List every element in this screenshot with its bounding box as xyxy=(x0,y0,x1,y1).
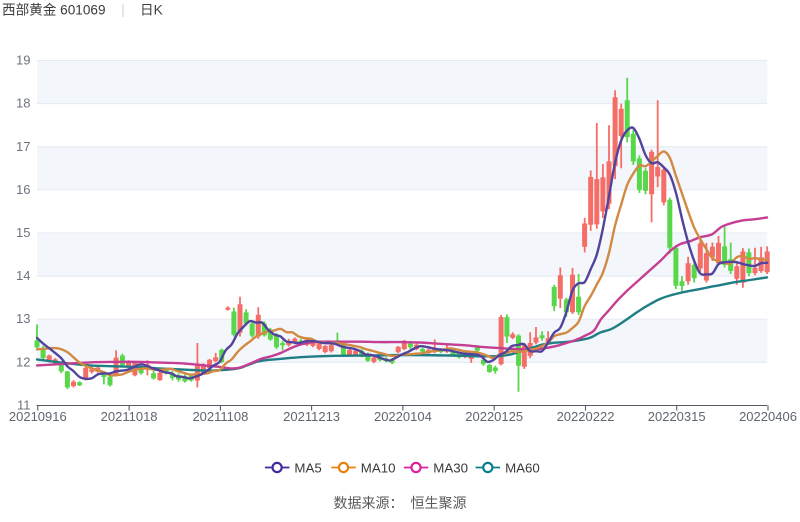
svg-text:20220222: 20220222 xyxy=(557,409,615,424)
svg-text:14: 14 xyxy=(16,268,30,283)
svg-text:20220406: 20220406 xyxy=(739,409,797,424)
svg-text:20211018: 20211018 xyxy=(101,409,158,424)
svg-text:20211108: 20211108 xyxy=(192,409,248,424)
svg-text:20220125: 20220125 xyxy=(465,409,523,424)
svg-text:20210916: 20210916 xyxy=(9,409,67,424)
svg-text:19: 19 xyxy=(16,53,30,68)
svg-text:日K: 日K xyxy=(140,3,163,18)
svg-text:15: 15 xyxy=(16,225,30,240)
svg-text:20220104: 20220104 xyxy=(374,409,432,424)
svg-text:13: 13 xyxy=(16,311,30,326)
svg-text:20211213: 20211213 xyxy=(283,409,340,424)
svg-text:11: 11 xyxy=(17,398,31,413)
svg-text:西部黄金 601069: 西部黄金 601069 xyxy=(2,3,106,18)
svg-text:MA10: MA10 xyxy=(361,461,396,476)
svg-text:MA30: MA30 xyxy=(433,461,468,476)
svg-text:18: 18 xyxy=(16,96,30,111)
svg-text:12: 12 xyxy=(16,354,30,369)
svg-text:MA60: MA60 xyxy=(505,461,540,476)
svg-text:数据来源： 恒生聚源: 数据来源： 恒生聚源 xyxy=(334,495,467,511)
svg-text:17: 17 xyxy=(16,139,30,154)
svg-text:MA5: MA5 xyxy=(294,461,321,476)
svg-text:16: 16 xyxy=(16,182,30,197)
svg-text:20220315: 20220315 xyxy=(648,409,706,424)
